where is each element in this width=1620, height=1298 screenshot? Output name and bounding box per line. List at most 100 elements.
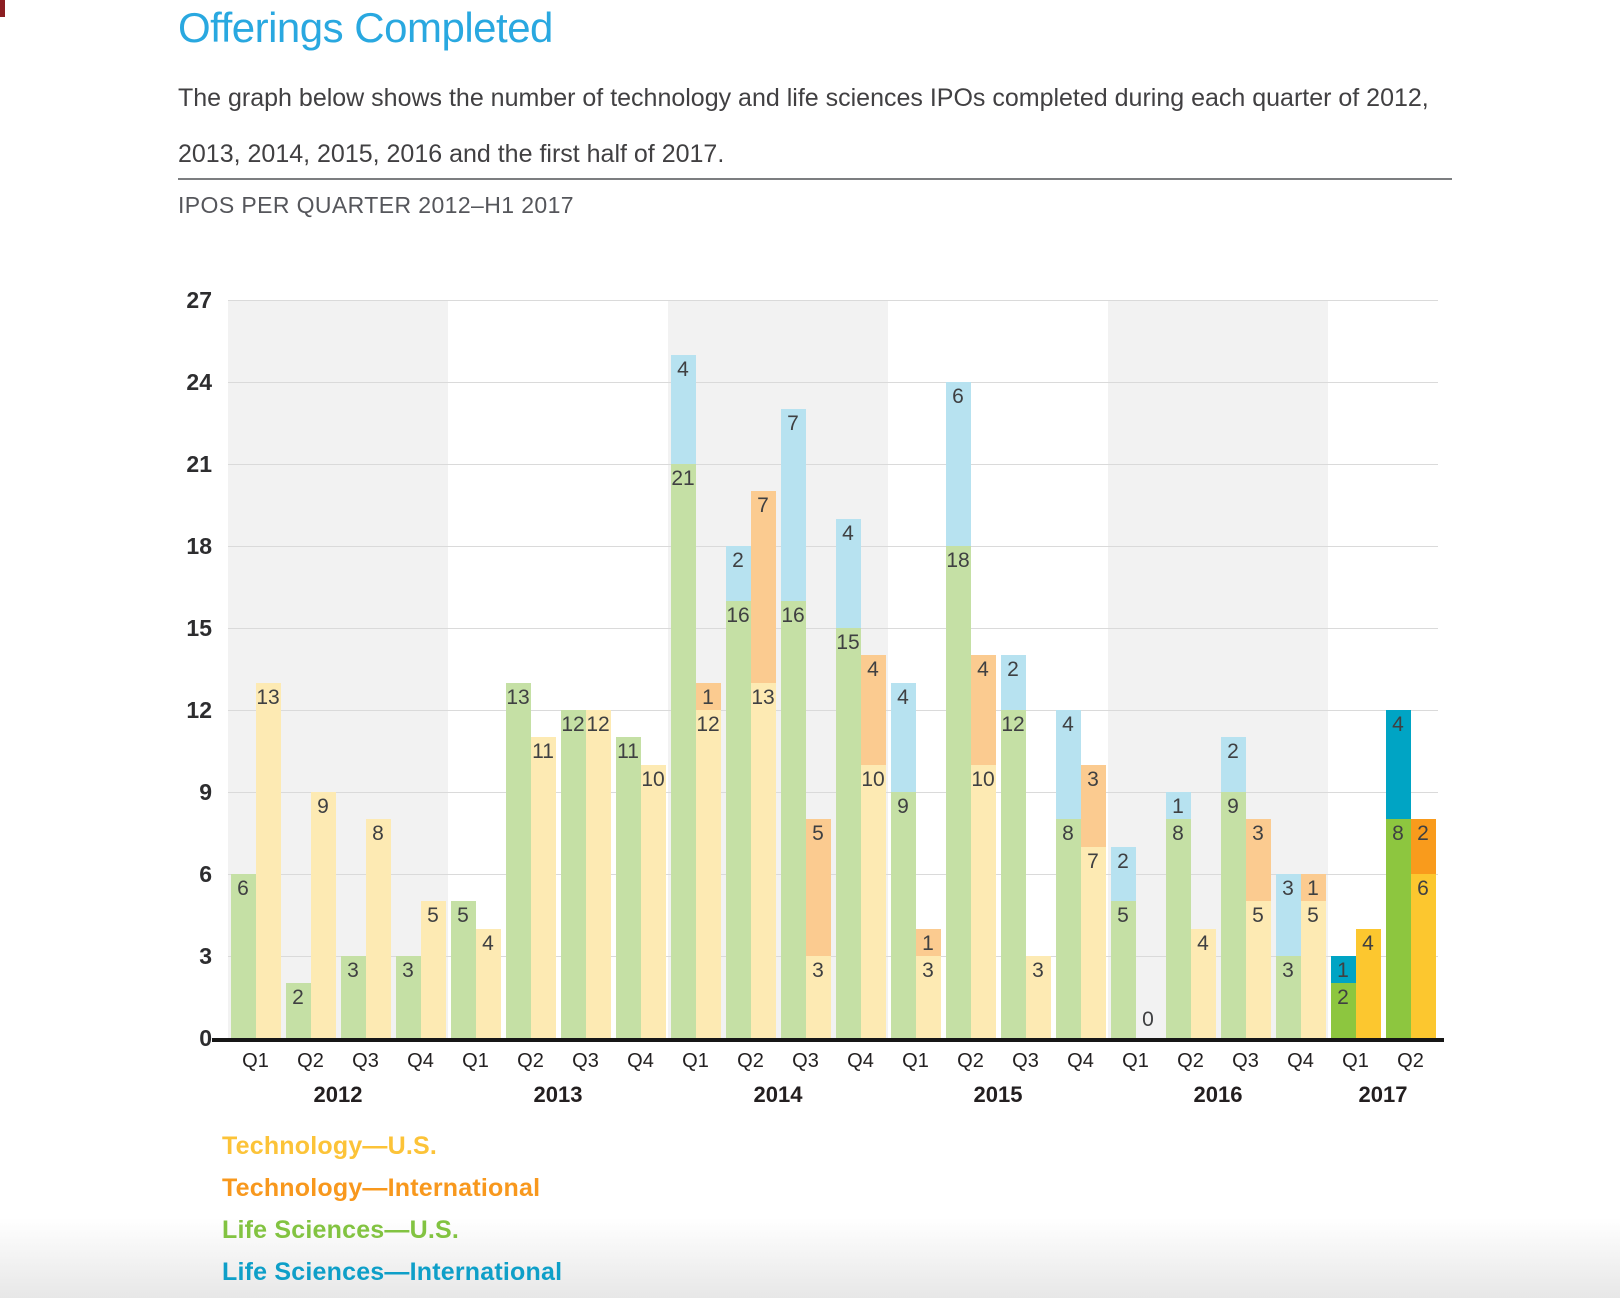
chart-description: The graph below shows the number of tech… bbox=[178, 70, 1468, 182]
page-bottom-gradient bbox=[0, 1218, 1620, 1298]
bar-2014-Q3-life-sciences-intl bbox=[780, 409, 806, 601]
y-axis-tick-0: 0 bbox=[199, 1025, 212, 1051]
gridline-27 bbox=[228, 300, 1438, 301]
bar-2016-Q4-technology-us-value: 5 bbox=[1307, 904, 1319, 928]
bar-2015-Q3-technology-us bbox=[1025, 956, 1051, 1038]
x-axis-label-2016-Q2: Q2 bbox=[1177, 1050, 1204, 1072]
x-axis-label-2015-Q2: Q2 bbox=[957, 1050, 984, 1072]
bar-2015-Q1-technology-intl bbox=[915, 928, 941, 956]
bar-2012-Q1-technology-us bbox=[255, 682, 281, 1038]
y-axis-tick-18: 18 bbox=[186, 533, 212, 559]
bar-2015-Q3-life-sciences-us bbox=[1000, 710, 1026, 1038]
bar-2012-Q2-technology-us bbox=[310, 792, 336, 1038]
bar-2015-Q3-technology-us-value: 3 bbox=[1032, 959, 1044, 982]
bar-2013-Q2-life-sciences-us-value: 13 bbox=[506, 685, 530, 709]
bar-2014-Q3-technology-us-value: 3 bbox=[812, 959, 824, 982]
bar-2016-Q2-life-sciences-us-value: 8 bbox=[1172, 822, 1184, 846]
y-axis-tick-12: 12 bbox=[186, 697, 212, 723]
bar-2017-Q1-life-sciences-us bbox=[1330, 983, 1356, 1038]
x-axis-label-2016-Q1: Q1 bbox=[1122, 1050, 1149, 1072]
bar-2013-Q4-life-sciences-us bbox=[615, 737, 641, 1038]
bar-2015-Q2-technology-us bbox=[970, 764, 996, 1038]
x-axis-year-2013: 2013 bbox=[533, 1082, 583, 1107]
bar-2017-Q2-technology-intl bbox=[1410, 819, 1436, 874]
bar-2016-Q3-technology-us-value: 5 bbox=[1252, 904, 1264, 928]
bar-2016-Q2-life-sciences-intl bbox=[1165, 792, 1191, 820]
x-axis-year-2017: 2017 bbox=[1358, 1082, 1408, 1107]
bar-2015-Q1-technology-us bbox=[915, 956, 941, 1038]
bar-2012-Q3-technology-us bbox=[365, 819, 391, 1038]
bar-2015-Q2-technology-intl bbox=[970, 655, 996, 765]
bar-2013-Q3-technology-us-value: 12 bbox=[586, 713, 610, 736]
x-axis-label-2014-Q4: Q4 bbox=[847, 1050, 874, 1072]
bar-2015-Q2-life-sciences-intl-value: 6 bbox=[952, 385, 964, 408]
x-axis-label-2015-Q3: Q3 bbox=[1012, 1050, 1039, 1072]
bar-2016-Q2-technology-us-value: 4 bbox=[1197, 931, 1209, 955]
page-title: Offerings Completed bbox=[178, 4, 553, 51]
bar-2016-Q1-life-sciences-intl bbox=[1110, 846, 1136, 902]
bar-2016-Q3-life-sciences-intl bbox=[1220, 737, 1246, 792]
bar-2016-Q3-technology-intl bbox=[1245, 819, 1271, 902]
bar-2016-Q1-technology-zero-value: 0 bbox=[1142, 1008, 1154, 1031]
screen-edge-artifact bbox=[0, 0, 5, 17]
bar-2013-Q2-technology-us bbox=[530, 737, 556, 1038]
bar-2016-Q3-life-sciences-intl-value: 2 bbox=[1227, 740, 1239, 764]
bar-2014-Q4-technology-intl-value: 4 bbox=[867, 658, 879, 682]
y-axis-tick-15: 15 bbox=[186, 615, 212, 641]
bar-2014-Q1-life-sciences-intl bbox=[670, 354, 696, 464]
bar-2013-Q2-technology-us-value: 11 bbox=[532, 740, 554, 764]
bar-2016-Q4-life-sciences-us bbox=[1275, 956, 1301, 1038]
bar-2014-Q2-life-sciences-us-value: 16 bbox=[726, 603, 750, 627]
bar-2017-Q2-life-sciences-us bbox=[1385, 819, 1411, 1038]
bar-2013-Q4-technology-us bbox=[640, 764, 666, 1038]
x-axis-label-2014-Q3: Q3 bbox=[792, 1050, 819, 1072]
y-axis-tick-21: 21 bbox=[186, 451, 212, 477]
x-axis-label-2014-Q2: Q2 bbox=[737, 1050, 764, 1072]
bar-2016-Q1-life-sciences-us bbox=[1110, 901, 1136, 1038]
gridline-6 bbox=[228, 874, 1438, 875]
x-axis-label-2015-Q4: Q4 bbox=[1067, 1050, 1094, 1072]
bar-2014-Q2-technology-intl bbox=[750, 491, 776, 683]
bar-2014-Q4-technology-us bbox=[860, 764, 886, 1038]
bar-2014-Q3-technology-intl bbox=[805, 819, 831, 956]
bar-2012-Q1-life-sciences-us bbox=[230, 874, 256, 1038]
bar-2017-Q1-life-sciences-us-value: 2 bbox=[1337, 986, 1349, 1010]
gridline-18 bbox=[228, 546, 1438, 547]
bar-2016-Q4-life-sciences-us-value: 3 bbox=[1282, 959, 1294, 982]
bar-2016-Q3-life-sciences-us bbox=[1220, 792, 1246, 1038]
x-axis-line bbox=[212, 1038, 1444, 1042]
bar-2015-Q2-technology-us-value: 10 bbox=[971, 767, 995, 791]
x-axis-label-2017-Q1: Q1 bbox=[1342, 1050, 1369, 1072]
y-axis-tick-27: 27 bbox=[186, 287, 212, 313]
bar-2016-Q1-life-sciences-intl-value: 2 bbox=[1117, 849, 1129, 873]
bar-2014-Q1-technology-intl bbox=[695, 682, 721, 710]
bar-2015-Q4-life-sciences-intl-value: 4 bbox=[1062, 713, 1074, 736]
bar-2016-Q1-life-sciences-us-value: 5 bbox=[1117, 904, 1129, 928]
description-line-1: The graph below shows the number of tech… bbox=[178, 84, 1429, 112]
x-axis-label-2012-Q1: Q1 bbox=[242, 1050, 269, 1072]
gridline-3 bbox=[228, 956, 1438, 957]
y-axis-tick-24: 24 bbox=[186, 369, 212, 395]
bar-2015-Q4-life-sciences-us bbox=[1055, 819, 1081, 1038]
legend-item-ls_intl: Life Sciences—International bbox=[222, 1258, 563, 1286]
bar-2014-Q4-life-sciences-intl bbox=[835, 518, 861, 628]
x-axis-label-2015-Q1: Q1 bbox=[902, 1050, 929, 1072]
bar-2017-Q2-life-sciences-us-value: 8 bbox=[1392, 822, 1404, 846]
bar-2013-Q4-technology-us-value: 10 bbox=[641, 767, 665, 791]
bar-2014-Q1-life-sciences-intl-value: 4 bbox=[677, 357, 689, 381]
x-axis-label-2013-Q1: Q1 bbox=[462, 1050, 489, 1072]
bar-2013-Q2-life-sciences-us bbox=[505, 682, 531, 1038]
x-axis-label-2013-Q2: Q2 bbox=[517, 1050, 544, 1072]
bar-2017-Q1-technology-us-value: 4 bbox=[1362, 931, 1374, 955]
bar-2012-Q4-life-sciences-us bbox=[395, 956, 421, 1038]
bar-2012-Q1-technology-us-value: 13 bbox=[256, 685, 280, 709]
bar-2015-Q1-life-sciences-us bbox=[890, 792, 916, 1038]
bar-2014-Q2-technology-us bbox=[750, 682, 776, 1038]
bar-2013-Q3-life-sciences-us bbox=[560, 710, 586, 1038]
x-axis-label-2012-Q3: Q3 bbox=[352, 1050, 379, 1072]
x-axis-label-2016-Q4: Q4 bbox=[1287, 1050, 1314, 1072]
bar-2014-Q1-life-sciences-us-value: 21 bbox=[671, 467, 695, 490]
legend-item-ls_us: Life Sciences—U.S. bbox=[222, 1216, 460, 1244]
bar-2015-Q1-technology-intl-value: 1 bbox=[922, 931, 934, 955]
bar-2013-Q4-life-sciences-us-value: 11 bbox=[617, 740, 639, 764]
